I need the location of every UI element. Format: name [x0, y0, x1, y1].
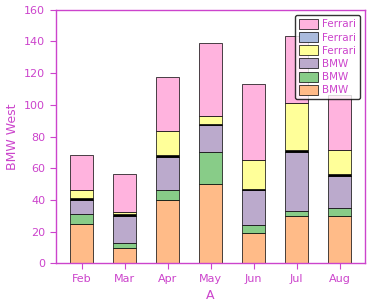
- Bar: [199, 43, 222, 116]
- Bar: [199, 125, 222, 152]
- Bar: [242, 233, 265, 263]
- Bar: [156, 157, 179, 190]
- Bar: [285, 151, 308, 152]
- Bar: [113, 216, 137, 243]
- Legend: Ferrari, Ferrari, Ferrari, BMW, BMW, BMW: Ferrari, Ferrari, Ferrari, BMW, BMW, BMW: [295, 15, 360, 99]
- Bar: [328, 95, 351, 151]
- Bar: [328, 216, 351, 263]
- Bar: [70, 214, 93, 224]
- Bar: [113, 243, 137, 248]
- Bar: [285, 152, 308, 211]
- Bar: [199, 184, 222, 263]
- Bar: [328, 151, 351, 174]
- Bar: [156, 132, 179, 155]
- Bar: [242, 84, 265, 160]
- Bar: [156, 78, 179, 132]
- Bar: [113, 214, 137, 216]
- Bar: [328, 208, 351, 216]
- Bar: [70, 155, 93, 190]
- Bar: [199, 152, 222, 184]
- Bar: [70, 224, 93, 263]
- Bar: [285, 103, 308, 151]
- Bar: [242, 225, 265, 233]
- Bar: [156, 200, 179, 263]
- Bar: [242, 160, 265, 188]
- Y-axis label: BMW West: BMW West: [6, 103, 19, 170]
- Bar: [199, 124, 222, 125]
- Bar: [113, 248, 137, 263]
- Bar: [70, 198, 93, 200]
- Bar: [285, 216, 308, 263]
- Bar: [70, 190, 93, 198]
- Bar: [285, 211, 308, 216]
- Bar: [328, 176, 351, 208]
- Bar: [328, 174, 351, 176]
- Bar: [242, 190, 265, 225]
- Bar: [242, 188, 265, 190]
- X-axis label: A: A: [206, 290, 215, 302]
- Bar: [156, 155, 179, 157]
- Bar: [285, 36, 308, 103]
- Bar: [70, 200, 93, 214]
- Bar: [113, 174, 137, 213]
- Bar: [156, 190, 179, 200]
- Bar: [113, 213, 137, 214]
- Bar: [199, 116, 222, 124]
